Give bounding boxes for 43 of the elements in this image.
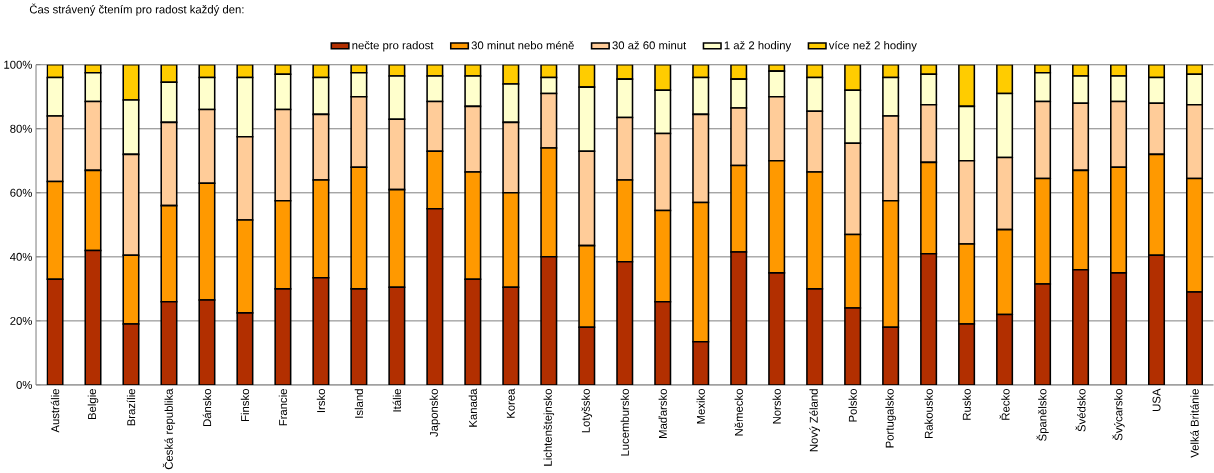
x-tick-label: Lotyšsko: [581, 388, 593, 433]
x-tick-label: Island: [354, 389, 364, 418]
x-tick-label: Belgie: [87, 388, 99, 420]
x-tick-label: Kanada: [468, 388, 477, 427]
x-tick-label: Japonsko: [429, 388, 441, 437]
x-tick-label: Norsko: [772, 388, 781, 424]
x-tick-label: Polsko: [848, 388, 857, 422]
x-tick-label: Německo: [734, 388, 743, 436]
legend-label: 30 až 60 minut: [612, 40, 687, 50]
x-tick-label: Portugalsko: [885, 388, 896, 448]
x-tick-label: Itálie: [392, 388, 402, 412]
legend-label: 1 až 2 hodiny: [724, 40, 792, 52]
x-tick-label: Maďarsko: [658, 388, 667, 438]
x-tick-label: Lichtenštejnsko: [543, 388, 555, 466]
x-tick-label: Česká republika: [162, 388, 176, 470]
x-tick-label: Dánsko: [202, 388, 212, 426]
x-tick-label: Rusko: [962, 388, 971, 420]
x-tick-label: Korea: [506, 388, 515, 418]
legend-label: více než 2 hodiny: [828, 40, 917, 52]
x-tick-label: Španělsko: [1036, 388, 1049, 441]
x-tick-label: Mexiko: [696, 388, 705, 424]
y-tick-label: 100%: [4, 60, 32, 69]
y-tick-label: 40%: [9, 252, 32, 261]
x-tick-label: Švýcarsko: [1112, 388, 1125, 441]
y-tick-label: 20%: [10, 316, 32, 325]
x-tick-label: Řecko: [999, 388, 1010, 420]
y-tick-label: 80%: [10, 124, 32, 133]
x-tick-label: Finsko: [240, 388, 250, 421]
x-tick-label: Lucembursko: [620, 388, 629, 456]
x-tick-label: Rakousko: [924, 388, 933, 438]
chart-title: Čas strávený čtením pro radost každý den:: [29, 3, 244, 16]
y-tick-label: 60%: [10, 188, 32, 197]
x-tick-label: Nový Zéland: [809, 389, 821, 452]
x-tick-label: Velká Británie: [1190, 389, 1199, 458]
legend-label: nečte pro radost: [352, 40, 434, 52]
x-tick-label: Irsko: [316, 388, 326, 412]
legend-label: 30 minut nebo méně: [471, 40, 574, 50]
x-tick-label: Brazílie: [126, 388, 136, 426]
x-tick-label: Švédsko: [1075, 388, 1086, 432]
x-tick-label: Austrálie: [50, 388, 60, 433]
x-tick-label: USA: [1152, 388, 1161, 411]
x-tick-label: Francie: [278, 388, 288, 426]
y-tick-label: 0%: [16, 380, 32, 389]
